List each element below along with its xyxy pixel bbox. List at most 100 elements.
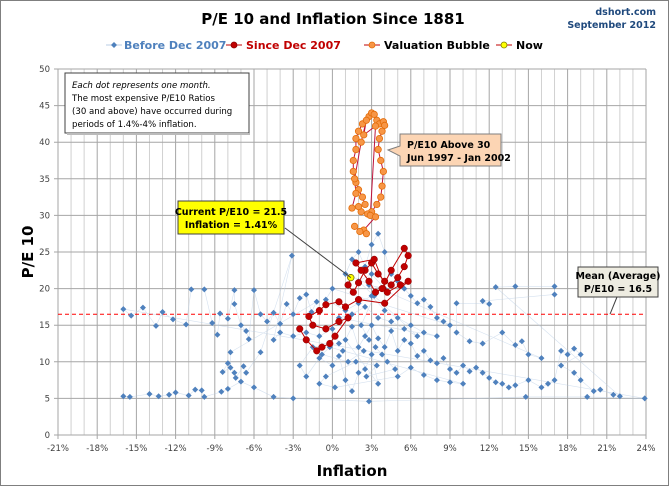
before-dec-2007-point <box>227 364 234 371</box>
before-dec-2007-point <box>420 329 427 336</box>
before-dec-2007-point <box>322 373 329 380</box>
before-dec-2007-point <box>440 318 447 325</box>
y-tick-label: 20 <box>39 285 50 295</box>
before-dec-2007-point <box>384 358 391 365</box>
current-callout-leader <box>284 227 352 279</box>
before-dec-2007-point <box>381 344 388 351</box>
before-dec-2007-point <box>217 310 224 317</box>
before-dec-2007-point <box>224 360 231 367</box>
before-dec-2007-point <box>401 325 408 332</box>
before-dec-2007-point <box>232 374 239 381</box>
before-dec-2007-point <box>362 366 369 373</box>
before-dec-2007-point <box>427 357 434 364</box>
note-text: The most expensive P/E10 Ratios <box>71 94 216 104</box>
before-dec-2007-point <box>368 270 375 277</box>
before-dec-2007-point <box>251 384 257 391</box>
date-label: September 2012 <box>567 20 656 31</box>
before-dec-2007-point <box>368 322 375 329</box>
before-dec-2007-point <box>381 249 388 255</box>
before-dec-2007-point <box>277 329 284 336</box>
before-dec-2007-point <box>313 298 320 305</box>
y-tick-label: 30 <box>39 211 50 221</box>
y-tick-label: 40 <box>39 138 50 148</box>
since-dec-2007-point <box>349 288 357 296</box>
since-dec-2007-point <box>318 343 326 351</box>
before-dec-2007-point <box>201 393 208 400</box>
before-dec-2007-point <box>584 393 591 400</box>
since-dec-2007-point <box>352 259 360 267</box>
since-dec-2007-point <box>313 347 321 355</box>
x-tick-label: -21% <box>47 444 69 454</box>
valuation-bubble-point <box>362 230 370 238</box>
before-dec-2007-point <box>571 369 578 376</box>
x-tick-label: 24% <box>637 444 656 454</box>
valuation-bubble-point <box>375 134 384 143</box>
before-dec-2007-point <box>358 322 365 329</box>
before-dec-2007-point <box>466 368 473 375</box>
before-dec-2007-point <box>401 336 408 343</box>
before-dec-2007-point <box>375 230 382 237</box>
x-tick-label: 15% <box>519 444 538 454</box>
legend-label: Valuation Bubble <box>384 39 490 52</box>
before-dec-2007-point <box>155 393 162 400</box>
before-dec-2007-point <box>318 351 325 358</box>
before-dec-2007-point <box>414 352 421 359</box>
valuation-bubble-point <box>352 189 360 198</box>
before-dec-2007-point <box>407 292 414 299</box>
since-dec-2007-point <box>374 270 382 278</box>
bubble-callout-box <box>386 133 502 167</box>
legend-item: Valuation Bubble <box>364 39 490 52</box>
before-dec-2007-point <box>120 393 127 400</box>
y-tick-label: 35 <box>39 175 50 185</box>
before-dec-2007-point <box>479 369 486 376</box>
before-dec-2007-point <box>414 300 421 307</box>
before-dec-2007-point <box>355 249 362 255</box>
before-dec-2007-point <box>597 386 604 393</box>
before-dec-2007-point <box>257 349 264 356</box>
before-dec-2007-point <box>335 352 342 359</box>
before-dec-2007-point <box>512 283 519 290</box>
before-dec-2007-point <box>303 329 310 336</box>
before-dec-2007-point <box>349 323 355 330</box>
before-dec-2007-point <box>237 322 244 329</box>
since-dec-2007-point <box>365 277 373 285</box>
valuation-bubble-point <box>378 182 386 190</box>
since-dec-2007-point <box>357 266 365 274</box>
before-dec-2007-point <box>512 341 519 348</box>
x-tick-label: -9% <box>207 444 224 454</box>
before-dec-2007-point <box>394 373 401 380</box>
valuation-bubble-point <box>357 138 365 146</box>
before-dec-2007-point <box>375 314 382 321</box>
since-dec-2007-point <box>400 263 408 271</box>
annotations: Each dot represents one month. The most e… <box>64 72 661 315</box>
mean-callout-leader <box>609 296 618 315</box>
before-dec-2007-point <box>379 351 386 358</box>
y-tick-label: 10 <box>39 358 50 368</box>
before-dec-2007-point <box>172 389 179 396</box>
before-dec-2007-point <box>486 300 493 307</box>
before-dec-2007-point <box>316 355 323 362</box>
valuation-bubble-point <box>373 200 381 209</box>
legend: Before Dec 2007 Since Dec 2007 Valuation B… <box>106 39 543 52</box>
before-dec-2007-point <box>518 338 525 345</box>
y-tick-label: 5 <box>45 394 50 404</box>
before-dec-2007-point <box>558 362 565 369</box>
before-dec-2007-point <box>192 386 199 393</box>
x-tick-label: -15% <box>125 444 147 454</box>
before-dec-2007-point <box>538 355 545 362</box>
before-dec-2007-point <box>257 311 264 318</box>
before-dec-2007-point <box>335 340 342 347</box>
since-dec-2007-point <box>341 303 350 311</box>
before-dec-2007-point <box>231 369 238 376</box>
before-dec-2007-point <box>231 300 238 307</box>
x-tick-label: 12% <box>480 444 499 454</box>
before-dec-2007-point <box>355 369 362 376</box>
x-tick-labels: -21% -18% -15% -12% -9% -6% -3% 0% 3% 6% 9% 12% 15% 1… <box>47 444 655 454</box>
before-dec-2007-point <box>447 322 453 329</box>
before-dec-2007-point <box>433 333 440 340</box>
valuation-bubble-point <box>379 167 387 176</box>
legend-marker <box>500 41 508 49</box>
before-dec-2007-point <box>486 374 493 381</box>
valuation-bubble-point <box>354 127 363 135</box>
